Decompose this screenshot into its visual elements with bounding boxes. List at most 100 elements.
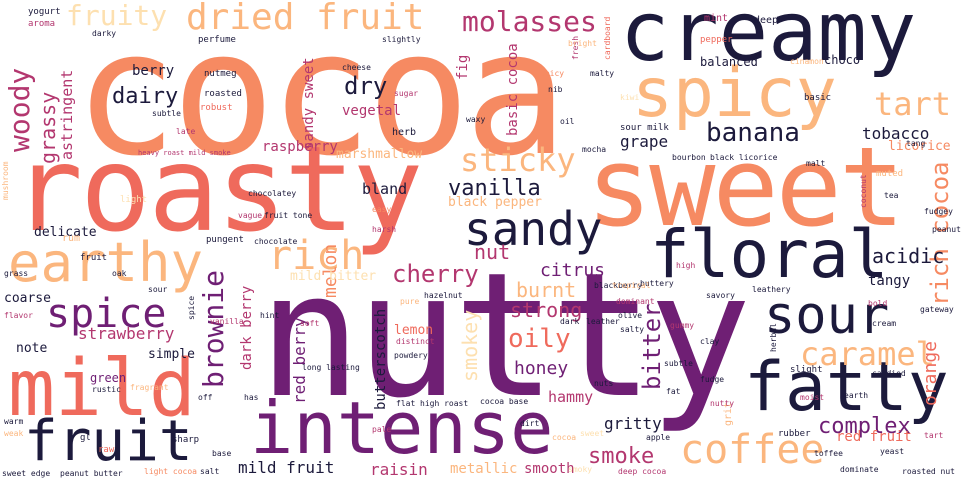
word-earthy: earthy [8, 231, 204, 294]
word-coffee: coffee [680, 427, 825, 473]
word-gateway: gateway [920, 305, 954, 314]
word-nutmeg: nutmeg [204, 69, 237, 79]
word-coarse: coarse [4, 291, 51, 306]
word-rubber: rubber [778, 429, 811, 439]
word-sour-sm: sour [148, 285, 168, 294]
word-malty: malty [590, 69, 615, 78]
word-woody: woody [3, 67, 36, 152]
word-candied: candied [872, 369, 906, 378]
word-nut: nut [474, 240, 511, 264]
word-raw: raw [98, 445, 115, 455]
word-pungent: pungent [206, 235, 244, 245]
word-smoky: smoky [568, 465, 593, 474]
word-cherry: cherry [392, 260, 479, 288]
word-delicate: delicate [34, 225, 97, 240]
word-strong: strong [510, 298, 583, 322]
word-fudge: fudge [700, 375, 725, 384]
word-hammy: hammy [548, 388, 594, 406]
word-subtle: subtle [152, 109, 181, 118]
word-gritty: gritty [604, 414, 662, 433]
word-tart: tart [874, 85, 952, 123]
word-late: late [176, 127, 196, 136]
word-nib: nib [548, 85, 563, 94]
word-oily: oily [508, 324, 571, 354]
word-dairy: dairy [112, 84, 179, 109]
word-red-fruit: red fruit [836, 429, 912, 445]
word-smokey: smokey [458, 309, 482, 382]
word-bold: bold [868, 299, 888, 308]
word-burnt: burnt [516, 278, 577, 302]
word-vegetal: vegetal [342, 103, 402, 119]
word-fragrant: fragrant [130, 383, 169, 392]
word-slightly: slightly [382, 35, 421, 44]
word-orange: orange [920, 340, 941, 406]
word-rum: rum [62, 233, 81, 244]
word-blackberry: blackberry [594, 281, 643, 290]
word-flavor: flavor [4, 311, 33, 320]
word-butterscotch: butterscotch [373, 308, 389, 410]
word-yogurt: yogurt [28, 7, 61, 17]
word-grass: grass [4, 269, 29, 278]
word-clay: clay [700, 337, 720, 346]
word-cinamon: cinamon [790, 57, 824, 66]
word-tang: tang [906, 139, 926, 148]
word-light: light [120, 195, 148, 205]
word-tart-sm: tart [924, 431, 944, 440]
word-deep-cocoa: deep cocoa [618, 467, 667, 476]
word-banana: banana [706, 118, 800, 148]
word-astringent: astringent [58, 69, 76, 160]
word-balanced: balanced [700, 55, 758, 69]
word-spicy-sm: spicy [540, 69, 565, 78]
word-cocoa-base: cocoa base [480, 397, 529, 406]
word-rustic: rustic [92, 385, 121, 394]
word-coconut: coconut [859, 174, 868, 208]
word-brownie: brownie [197, 269, 230, 388]
word-tobacco: tobacco [862, 124, 930, 143]
word-marshmallow: marshmallow [336, 147, 423, 162]
word-mild: mild [8, 344, 196, 434]
word-raspberry: raspberry [262, 139, 338, 155]
word-light-cocoa: light cocoa [144, 467, 197, 476]
word-base: base [212, 449, 232, 458]
word-spice-sm: spice [187, 295, 196, 320]
word-perfume: perfume [198, 35, 236, 45]
word-smooth: smooth [524, 461, 575, 477]
word-warm: warm [4, 417, 24, 426]
word-dominant: dominant [616, 297, 655, 306]
word-leathery: leathery [752, 285, 791, 294]
word-nuts: nuts [594, 379, 614, 388]
word-red-berry: red berry [290, 317, 309, 404]
word-flat: flat [396, 399, 416, 408]
word-bitter: bitter [638, 303, 666, 390]
word-pale: pale [372, 425, 392, 434]
word-roasted: roasted [204, 89, 242, 99]
word-chocolatey: chocolatey [248, 189, 297, 198]
word-hint: hint [260, 311, 280, 320]
word-gummy: gummy [670, 321, 695, 330]
word-dirt: dirt [520, 419, 540, 428]
word-dark-berry: dark berry [239, 285, 255, 370]
word-sour-milk: sour milk [620, 123, 669, 133]
word-cocoa-sm: cocoa [552, 433, 577, 442]
word-slight: slight [790, 365, 823, 375]
word-dry: dry [344, 72, 388, 100]
word-mocha: mocha [582, 145, 607, 154]
word-mild-bitter: mild bitter [290, 269, 377, 284]
word-herbal: herbal [769, 323, 778, 352]
word-licorice: licorice [888, 139, 951, 154]
word-sticky: sticky [460, 141, 576, 179]
word-black-pepper: black pepper [448, 195, 542, 210]
word-sharp: sharp [172, 435, 200, 445]
word-mushroom: mushroom [1, 161, 10, 200]
word-fatty: fatty [744, 348, 949, 427]
word-molasses: molasses [462, 5, 597, 38]
word-acidic: acidic [872, 244, 945, 268]
word-yeast: yeast [880, 447, 905, 456]
word-malt: malt [806, 159, 826, 168]
word-pure: pure [400, 297, 420, 306]
word-berry: berry [132, 63, 175, 79]
word-green: green [90, 371, 127, 385]
word-has: has [244, 393, 259, 402]
word-sandy: sandy [464, 202, 603, 256]
